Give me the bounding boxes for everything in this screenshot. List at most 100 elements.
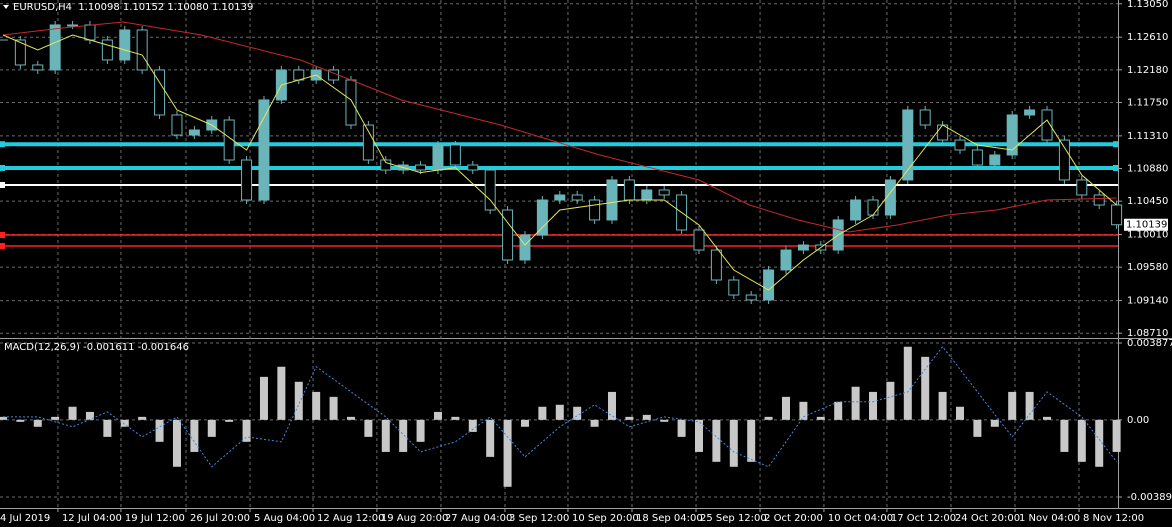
candle <box>780 249 792 271</box>
x-tick-label: 3 Sep 12:00 <box>509 513 569 524</box>
candle <box>710 249 722 281</box>
candle <box>623 179 635 201</box>
price-label-box <box>1124 218 1168 231</box>
symbol-menu-icon[interactable] <box>3 5 9 9</box>
macd-bar <box>225 419 234 422</box>
macd-bar <box>33 419 42 427</box>
macd-bar <box>834 401 843 420</box>
candle <box>171 114 183 136</box>
x-tick-label: 2 Oct 20:00 <box>764 513 823 524</box>
macd-bar <box>1008 391 1017 420</box>
candle <box>432 144 444 171</box>
candle <box>867 199 879 216</box>
x-tick-label: 8 Nov 12:00 <box>1083 513 1144 524</box>
macd-bar <box>138 416 147 420</box>
candle <box>484 169 496 211</box>
candle <box>902 109 914 181</box>
candle <box>1093 194 1105 206</box>
grid <box>0 0 1122 512</box>
macd-bar <box>938 391 947 420</box>
y-tick-label: 1.11750 <box>1127 97 1168 108</box>
candle <box>119 29 131 61</box>
candle <box>223 119 235 161</box>
macd-bar <box>416 419 425 442</box>
macd-bar <box>1060 419 1069 452</box>
macd-bar <box>451 416 460 420</box>
y-tick-label: 1.10450 <box>1127 196 1168 207</box>
x-tick-label: 19 Jul 12:00 <box>125 513 185 524</box>
macd-bar <box>747 419 756 462</box>
macd-bar <box>0 416 7 420</box>
candle <box>1111 204 1123 226</box>
y-tick-label: 1.10880 <box>1127 164 1168 175</box>
candle <box>380 159 392 171</box>
x-tick-label: 24 Oct 20:00 <box>955 513 1020 524</box>
x-tick-label: 17 Oct 12:00 <box>891 513 956 524</box>
macd-bar <box>16 419 25 422</box>
y-tick-label: 1.13050 <box>1127 0 1168 10</box>
candle <box>1041 109 1053 141</box>
candle <box>884 179 896 216</box>
x-tick-label: 19 Aug 20:00 <box>381 513 448 524</box>
candle <box>589 199 601 221</box>
macd-bar <box>486 419 495 457</box>
moving-average <box>2 34 1117 291</box>
macd-bar <box>364 419 373 437</box>
macd-bar <box>1077 419 1086 462</box>
macd-bar <box>921 356 930 420</box>
candle <box>154 69 166 116</box>
candle <box>745 294 757 301</box>
macd-bar <box>329 396 338 420</box>
macd-bar <box>51 416 60 420</box>
macd-bar <box>781 396 790 420</box>
candle <box>449 144 461 166</box>
macd-bar <box>190 419 199 452</box>
candle <box>919 109 931 126</box>
candle <box>728 279 740 296</box>
candle <box>1024 109 1036 116</box>
y-tick-label: 1.12610 <box>1127 32 1168 43</box>
x-tick-label: 10 Sep 20:00 <box>572 513 639 524</box>
candle <box>797 244 809 251</box>
price-label: 1.10139 <box>1126 220 1167 231</box>
candle <box>989 154 1001 166</box>
level-handle <box>0 181 5 188</box>
candle <box>606 179 618 221</box>
y-tick-label: 1.09140 <box>1127 296 1168 307</box>
candle <box>345 79 357 126</box>
macd-bar <box>172 419 181 467</box>
candle <box>519 234 531 261</box>
macd-bar <box>764 416 773 420</box>
macd-bar <box>68 406 77 420</box>
macd-bar <box>312 391 321 420</box>
macd-bar <box>590 419 599 427</box>
candle <box>415 164 427 171</box>
candle <box>467 164 479 171</box>
candle <box>84 24 96 41</box>
macd-bar <box>694 419 703 452</box>
y-tick-label: 1.11310 <box>1127 131 1168 142</box>
x-tick-label: 25 Sep 12:00 <box>700 513 767 524</box>
x-tick-label: 12 Aug 12:00 <box>317 513 384 524</box>
macd-bar <box>103 419 112 437</box>
macd-title: MACD(12,26,9) -0.001611 -0.001646 <box>4 342 189 353</box>
x-tick-label: 4 Jul 2019 <box>0 513 50 524</box>
x-tick-label: 26 Jul 20:00 <box>190 513 250 524</box>
candle <box>188 129 200 136</box>
candle <box>536 199 548 236</box>
candle <box>641 189 653 201</box>
macd-bar <box>1043 416 1052 420</box>
level-handle <box>0 231 5 238</box>
x-tick-label: 1 Nov 04:00 <box>1019 513 1080 524</box>
candle <box>763 269 775 301</box>
y-tick-label: 1.08710 <box>1127 328 1168 339</box>
macd-bar <box>433 411 442 420</box>
macd-bar <box>573 406 582 420</box>
candle <box>502 209 514 261</box>
candle <box>850 199 862 221</box>
macd-bar <box>120 419 129 427</box>
moving-average <box>2 21 1117 233</box>
macd-bar <box>294 381 303 420</box>
candle <box>693 229 705 251</box>
